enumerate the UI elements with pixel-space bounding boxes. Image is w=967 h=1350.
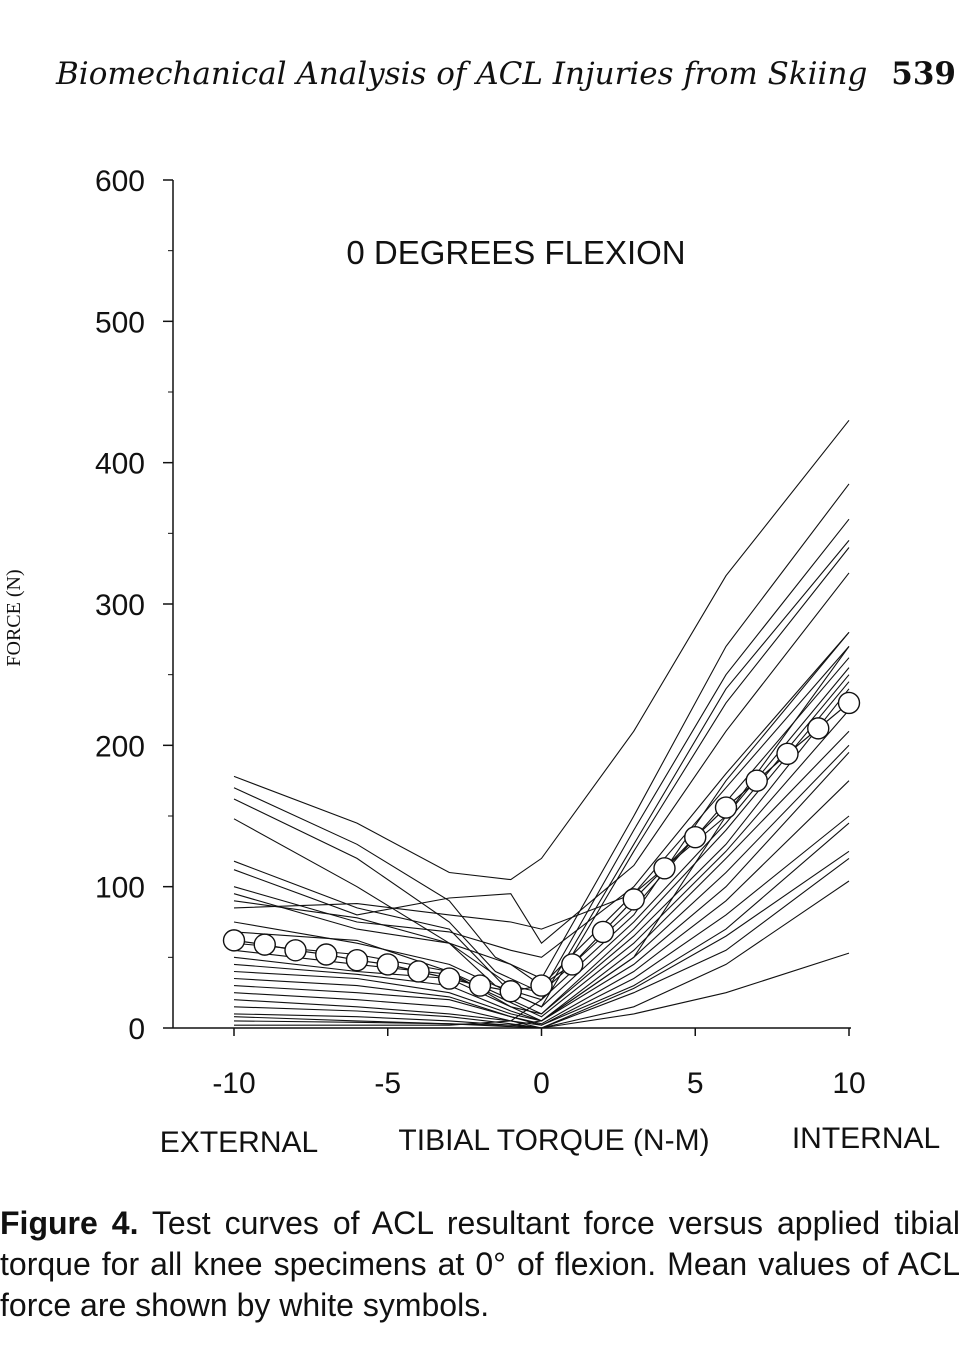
- specimen-curve: [233, 631, 850, 958]
- x-axis-right-label: INTERNAL: [792, 1122, 940, 1155]
- specimen-curve: [233, 880, 850, 1029]
- x-tick-label: 0: [533, 1067, 550, 1100]
- mean-point: [714, 796, 738, 819]
- mean-point: [376, 953, 399, 976]
- running-title: Biomechanical Analysis of ACL Injuries f…: [56, 56, 868, 92]
- specimen-curve: [233, 857, 850, 1029]
- specimen-curve: [233, 952, 850, 1029]
- specimen-curve: [233, 815, 850, 1026]
- mean-point: [653, 857, 676, 880]
- chart-labels: 0 DEGREES FLEXION FORCE (N) EXTERNAL TIB…: [3, 234, 940, 1159]
- specimen-curve: [233, 780, 850, 1025]
- specimen-curve: [233, 744, 850, 1022]
- specimen-curve: [233, 572, 850, 945]
- x-tick-label: -10: [212, 1067, 255, 1100]
- mean-point: [499, 980, 522, 1003]
- specimen-curve: [234, 631, 850, 1026]
- mean-point: [407, 960, 430, 983]
- chart-axes: 0 100 200 300 400 500 600 -10 -5 0 5 10: [95, 165, 866, 1100]
- specimen-curves: [233, 419, 850, 1029]
- y-tick-label: 100: [95, 872, 145, 905]
- mean-point: [222, 929, 246, 952]
- mean-point: [438, 967, 461, 990]
- y-tick-label: 200: [95, 730, 145, 763]
- mean-point: [253, 933, 276, 956]
- mean-point: [315, 943, 338, 966]
- y-tick-label: 0: [128, 1013, 145, 1046]
- figure-caption-text: Test curves of ACL resultant force versu…: [0, 1205, 961, 1323]
- specimen-curve: [233, 646, 850, 987]
- running-head: Biomechanical Analysis of ACL Injuries f…: [56, 56, 956, 96]
- mean-point: [468, 974, 492, 997]
- mean-point: [591, 920, 615, 944]
- specimen-curve: [233, 667, 850, 930]
- x-tick-label: 5: [687, 1067, 704, 1100]
- mean-point: [622, 888, 645, 911]
- y-tick-label: 400: [95, 448, 145, 481]
- mean-series: [222, 691, 861, 1003]
- mean-point: [776, 742, 799, 766]
- x-tick-label: -5: [374, 1067, 401, 1100]
- specimen-curve: [233, 850, 850, 1029]
- specimen-curve: [233, 752, 850, 1022]
- y-axis-label: FORCE (N): [3, 569, 25, 666]
- mean-point: [745, 769, 768, 792]
- mean-point: [837, 691, 861, 715]
- specimen-curve: [233, 657, 850, 994]
- specimen-curve: [233, 518, 850, 994]
- mean-point: [684, 826, 707, 849]
- mean-point: [530, 974, 553, 997]
- x-axis-label: TIBIAL TORQUE (N-M): [398, 1124, 709, 1157]
- x-axis-left-label: EXTERNAL: [160, 1126, 318, 1159]
- figure-caption: Figure 4. Test curves of ACL resultant f…: [0, 1203, 960, 1326]
- page-number: 539: [891, 56, 956, 92]
- chart-annotation: 0 DEGREES FLEXION: [346, 234, 685, 271]
- mean-point: [561, 953, 584, 976]
- mean-point: [345, 948, 369, 972]
- specimen-curve: [233, 646, 850, 1026]
- specimen-curve: [233, 681, 850, 1015]
- specimen-curve: [233, 483, 850, 980]
- mean-point: [284, 939, 307, 962]
- x-tick-label: 10: [832, 1067, 865, 1100]
- specimen-curve: [233, 709, 850, 1018]
- y-tick-label: 300: [95, 589, 145, 622]
- y-tick-label: 500: [95, 306, 145, 339]
- specimen-curve: [233, 730, 850, 1022]
- specimen-curve: [233, 419, 850, 881]
- mean-point: [807, 717, 830, 740]
- figure-label: Figure 4.: [0, 1205, 139, 1241]
- acl-force-chart: 0 100 200 300 400 500 600 -10 -5 0 5 10 0 DEGREES F…: [3, 165, 940, 1159]
- y-tick-label: 600: [95, 165, 145, 198]
